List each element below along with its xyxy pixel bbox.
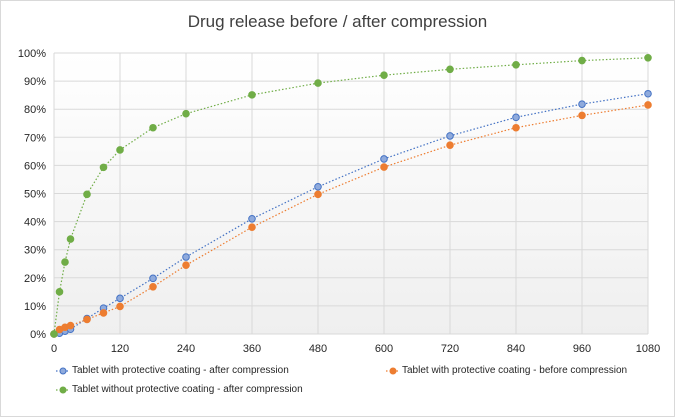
data-point	[381, 164, 388, 171]
data-point	[84, 191, 91, 198]
data-point	[183, 262, 190, 269]
y-tick-label: 100%	[18, 48, 46, 60]
x-tick-label: 720	[441, 343, 459, 355]
data-point	[51, 331, 58, 338]
x-tick-label: 240	[177, 343, 195, 355]
data-point	[100, 310, 107, 317]
legend-item-uncoated-after: Tablet without protective coating - afte…	[72, 384, 303, 395]
x-tick-label: 480	[309, 343, 327, 355]
y-tick-label: 50%	[24, 189, 46, 201]
y-tick-label: 30%	[24, 245, 46, 257]
data-point	[579, 57, 586, 64]
y-tick-label: 60%	[24, 160, 46, 172]
x-tick-label: 600	[375, 343, 393, 355]
data-point	[315, 80, 322, 87]
data-point	[62, 259, 69, 266]
data-point	[150, 283, 157, 290]
data-point	[447, 133, 454, 140]
data-point	[513, 124, 520, 131]
data-point	[117, 303, 124, 310]
x-tick-label: 1080	[636, 343, 660, 355]
x-tick-label: 840	[507, 343, 525, 355]
legend-marker	[60, 387, 66, 393]
data-point	[183, 110, 190, 117]
legend-marker	[390, 368, 396, 374]
data-point	[579, 101, 586, 108]
y-tick-label: 90%	[24, 76, 46, 88]
y-tick-label: 40%	[24, 217, 46, 229]
y-tick-label: 10%	[24, 301, 46, 313]
data-point	[100, 164, 107, 171]
x-tick-label: 960	[573, 343, 591, 355]
data-point	[579, 112, 586, 119]
data-point	[381, 72, 388, 79]
legend-label-coated-after: Tablet with protective coating - after c…	[72, 365, 289, 376]
data-point	[645, 54, 652, 61]
legend-label-uncoated-after: Tablet without protective coating - afte…	[72, 384, 303, 395]
data-point	[315, 183, 322, 190]
data-point	[117, 147, 124, 154]
data-point	[315, 191, 322, 198]
data-point	[447, 142, 454, 149]
x-tick-label: 0	[51, 343, 57, 355]
y-tick-label: 20%	[24, 273, 46, 285]
data-point	[249, 224, 256, 231]
data-point	[381, 156, 388, 163]
data-point	[183, 254, 190, 261]
data-point	[117, 295, 124, 302]
y-tick-label: 0%	[30, 329, 46, 341]
legend-label-coated-before: Tablet with protective coating - before …	[402, 365, 627, 376]
data-point	[513, 114, 520, 121]
chart-plot: 0% 10% 20% 30% 40% 50% 60% 70% 80% 90% 100% 0 120 240…	[0, 0, 675, 417]
data-point	[150, 124, 157, 131]
legend-marker	[60, 368, 66, 374]
data-point	[645, 102, 652, 109]
y-tick-label: 70%	[24, 132, 46, 144]
data-point	[513, 62, 520, 69]
data-point	[67, 322, 74, 329]
data-point	[645, 90, 652, 97]
x-tick-label: 360	[243, 343, 261, 355]
y-tick-label: 80%	[24, 104, 46, 116]
data-point	[56, 289, 63, 296]
data-point	[249, 215, 256, 222]
data-point	[67, 236, 74, 243]
data-point	[447, 66, 454, 73]
data-point	[150, 275, 157, 282]
data-point	[249, 92, 256, 99]
data-point	[84, 316, 91, 323]
legend-item-coated-after: Tablet with protective coating - after c…	[72, 365, 289, 376]
x-tick-label: 120	[111, 343, 129, 355]
legend-item-coated-before: Tablet with protective coating - before …	[402, 365, 627, 376]
